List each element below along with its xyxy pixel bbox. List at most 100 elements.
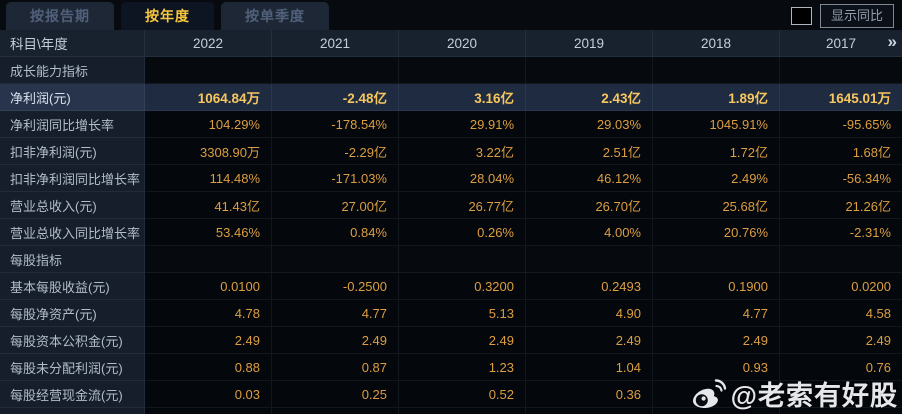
data-row: 每股未分配利润(元) 0.88 0.87 1.23 1.04 0.93 0.76	[0, 354, 902, 381]
tab-quarterly[interactable]: 按单季度	[221, 2, 329, 30]
cell-value: 5.13	[399, 300, 526, 327]
cell-value	[780, 408, 902, 414]
cell-value: -2.29亿	[272, 138, 399, 165]
data-row: 每股经营现金流(元) 0.03 0.25 0.52 0.36	[0, 381, 902, 408]
financial-table: 科目\年度 2022 2021 2020 2019 2018 2017» 成长能力指标 净利润…	[0, 30, 902, 414]
data-row: 每股净资产(元) 4.78 4.77 5.13 4.90 4.77 4.58	[0, 300, 902, 327]
cell-value: 1.68亿	[780, 138, 902, 165]
row-label: 营业总收入同比增长率	[0, 219, 145, 246]
show-yoy-checkbox[interactable]	[790, 7, 812, 25]
yoy-controls: 显示同比	[790, 4, 894, 28]
cell-value: 1045.91%	[653, 111, 780, 138]
header-year-2021[interactable]: 2021	[272, 30, 399, 57]
cell-value: 29.91%	[399, 111, 526, 138]
cell-value	[272, 57, 399, 84]
cell-value: 0.1900	[653, 273, 780, 300]
cell-value	[780, 246, 902, 273]
cell-value: 27.00亿	[272, 192, 399, 219]
cell-value	[526, 408, 653, 414]
cell-value: 0.52	[399, 381, 526, 408]
cell-value: 4.90	[526, 300, 653, 327]
header-year-2017[interactable]: 2017»	[780, 30, 902, 57]
cell-value: 1.04	[526, 354, 653, 381]
cell-value: 2.49	[399, 327, 526, 354]
row-label: 每股指标	[0, 246, 145, 273]
tab-report-period[interactable]: 按报告期	[6, 2, 114, 30]
header-year-2019[interactable]: 2019	[526, 30, 653, 57]
cell-value	[145, 408, 272, 414]
cell-value: 26.77亿	[399, 192, 526, 219]
more-columns-chevron-icon[interactable]: »	[887, 32, 898, 52]
cell-value: 28.04%	[399, 165, 526, 192]
header-year-2018[interactable]: 2018	[653, 30, 780, 57]
show-yoy-button[interactable]: 显示同比	[819, 4, 894, 28]
cell-value: 2.51亿	[526, 138, 653, 165]
header-year-2022[interactable]: 2022	[145, 30, 272, 57]
cell-value	[526, 246, 653, 273]
cell-value: -178.54%	[272, 111, 399, 138]
cell-value: 1064.84万	[145, 84, 272, 111]
header-year-2020[interactable]: 2020	[399, 30, 526, 57]
cell-value	[653, 381, 780, 408]
cell-value	[399, 408, 526, 414]
row-label: 每股资本公积金(元)	[0, 327, 145, 354]
data-row: 扣非净利润(元) 3308.90万 -2.29亿 3.22亿 2.51亿 1.72亿 1.6…	[0, 138, 902, 165]
cell-value: 3.22亿	[399, 138, 526, 165]
cell-value: 4.58	[780, 300, 902, 327]
cell-value	[145, 57, 272, 84]
cell-value	[272, 408, 399, 414]
row-label	[0, 408, 145, 414]
cell-value: 0.36	[526, 381, 653, 408]
data-row: 基本每股收益(元) 0.0100 -0.2500 0.3200 0.2493 0.1900…	[0, 273, 902, 300]
cell-value	[780, 57, 902, 84]
cell-value: 1.72亿	[653, 138, 780, 165]
cell-value: 20.76%	[653, 219, 780, 246]
cell-value: 2.49	[145, 327, 272, 354]
cell-value: -171.03%	[272, 165, 399, 192]
cell-value	[653, 57, 780, 84]
cell-value: 2.49	[272, 327, 399, 354]
cell-value: 0.25	[272, 381, 399, 408]
cell-value	[653, 408, 780, 414]
cell-value: 4.00%	[526, 219, 653, 246]
cell-value: -2.48亿	[272, 84, 399, 111]
row-label: 成长能力指标	[0, 57, 145, 84]
section-row: 每股指标	[0, 246, 902, 273]
cell-value: 1.23	[399, 354, 526, 381]
row-label: 每股净资产(元)	[0, 300, 145, 327]
row-label: 基本每股收益(元)	[0, 273, 145, 300]
data-row: 扣非净利润同比增长率 114.48% -171.03% 28.04% 46.12% 2.4…	[0, 165, 902, 192]
row-label: 扣非净利润(元)	[0, 138, 145, 165]
cell-value: 0.93	[653, 354, 780, 381]
cell-value: 3.16亿	[399, 84, 526, 111]
cell-value: -0.2500	[272, 273, 399, 300]
cell-value: 21.26亿	[780, 192, 902, 219]
tab-annual[interactable]: 按年度	[121, 2, 214, 30]
row-label: 每股经营现金流(元)	[0, 381, 145, 408]
cell-value: 114.48%	[145, 165, 272, 192]
cell-value: 0.84%	[272, 219, 399, 246]
financial-table-body: 成长能力指标 净利润(元) 1064.84万 -2.48亿 3.16亿 2.43亿 1.89…	[0, 57, 902, 414]
row-label: 每股未分配利润(元)	[0, 354, 145, 381]
cell-value	[145, 246, 272, 273]
cell-value	[653, 246, 780, 273]
row-label: 扣非净利润同比增长率	[0, 165, 145, 192]
tab-bar: 按报告期 按年度 按单季度 显示同比	[0, 0, 902, 30]
cell-value	[399, 57, 526, 84]
cell-value: 0.76	[780, 354, 902, 381]
cell-value: 41.43亿	[145, 192, 272, 219]
cell-value: 0.87	[272, 354, 399, 381]
row-label: 净利润同比增长率	[0, 111, 145, 138]
table-header-row: 科目\年度 2022 2021 2020 2019 2018 2017»	[0, 30, 902, 57]
cell-value	[399, 246, 526, 273]
cell-value: 2.49	[653, 327, 780, 354]
data-row	[0, 408, 902, 414]
cell-value: -56.34%	[780, 165, 902, 192]
cell-value: 2.49%	[653, 165, 780, 192]
section-row: 成长能力指标	[0, 57, 902, 84]
cell-value: 53.46%	[145, 219, 272, 246]
row-label: 营业总收入(元)	[0, 192, 145, 219]
cell-value: 0.88	[145, 354, 272, 381]
row-label: 净利润(元)	[0, 84, 145, 111]
cell-value: 0.2493	[526, 273, 653, 300]
